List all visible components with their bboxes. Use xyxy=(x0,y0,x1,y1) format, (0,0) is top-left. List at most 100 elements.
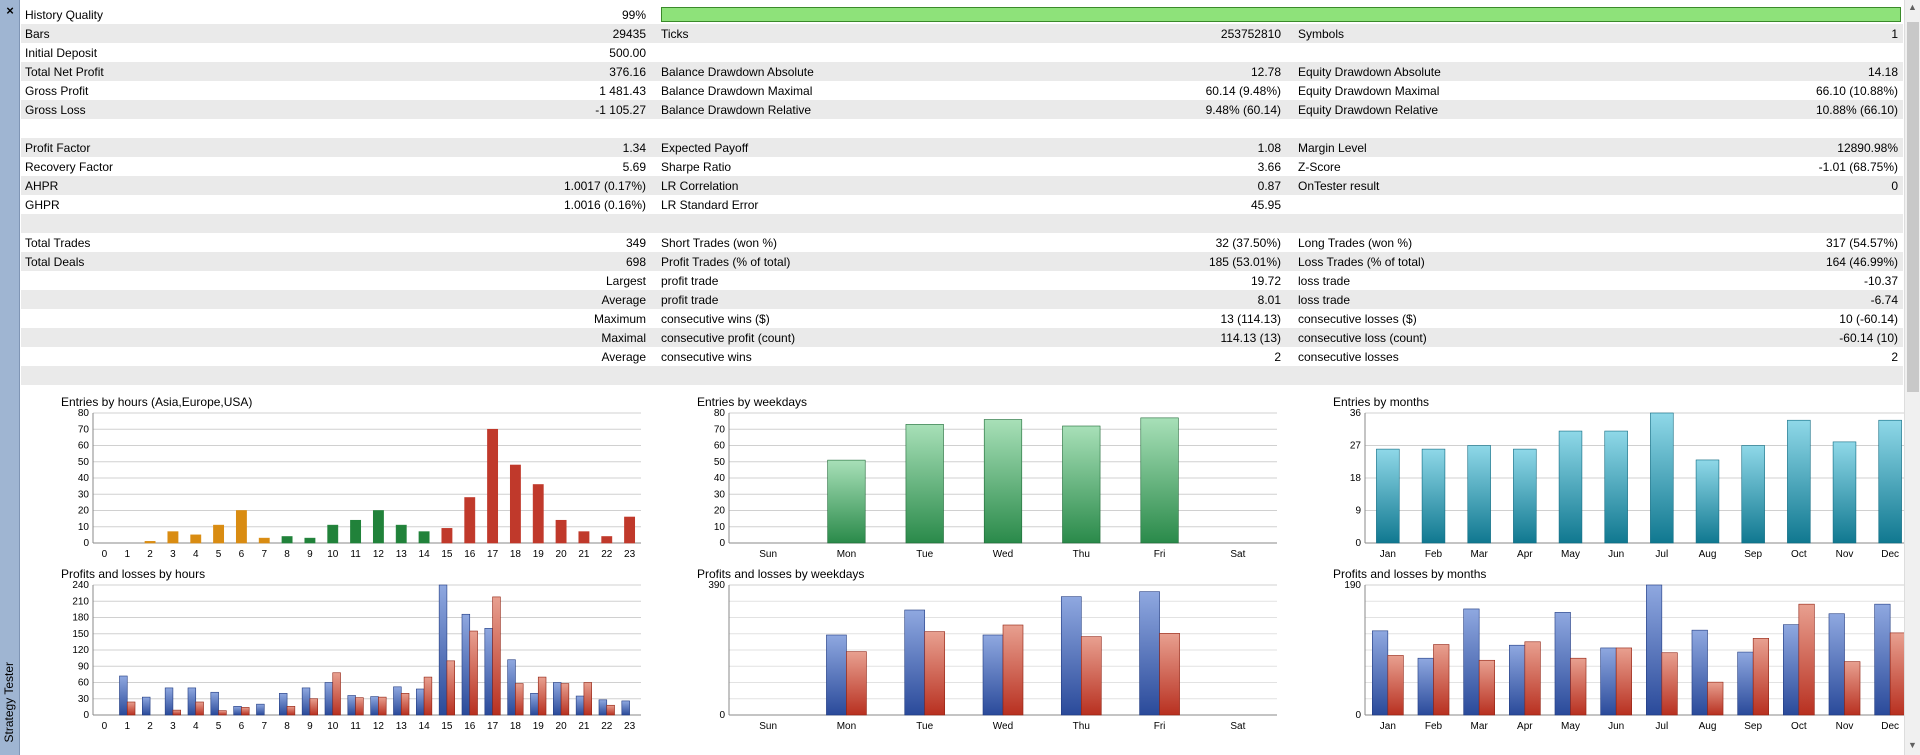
stat-label: Expected Payoff xyxy=(661,141,749,155)
x-tick-label: Nov xyxy=(1836,721,1854,732)
y-tick-label: 30 xyxy=(78,489,90,500)
y-tick-label: 90 xyxy=(78,661,90,672)
scroll-up-icon[interactable]: ▲ xyxy=(1908,2,1917,12)
bar-profit xyxy=(1828,613,1845,716)
x-tick-label: Mar xyxy=(1471,721,1489,732)
stat-value: 114.13 (13) xyxy=(1220,331,1282,345)
x-tick-label: Jun xyxy=(1608,549,1624,560)
stat-label: Z-Score xyxy=(1298,160,1341,174)
x-tick-label: Tue xyxy=(916,549,933,560)
stat-value: 13 (114.13) xyxy=(1220,312,1282,326)
y-tick-label: 30 xyxy=(714,489,726,500)
x-tick-label: Sun xyxy=(759,721,777,732)
bar xyxy=(578,531,590,544)
stat-value: -1 105.27 xyxy=(595,103,646,117)
bar-profit xyxy=(393,686,402,716)
history-quality-bar xyxy=(661,7,1901,22)
bar xyxy=(1650,412,1674,544)
stat-label: Loss Trades (% of total) xyxy=(1298,255,1425,269)
stats-row: Total Deals 698 Profit Trades (% of total)… xyxy=(21,252,1903,271)
stat-value: 0.87 xyxy=(1257,179,1281,193)
bar xyxy=(601,536,613,544)
x-tick-label: 11 xyxy=(350,549,361,560)
scroll-thumb[interactable] xyxy=(1907,22,1919,392)
stat-value: 5.69 xyxy=(622,160,646,174)
stat-label: OnTester result xyxy=(1298,179,1380,193)
stat-value: 45.95 xyxy=(1250,198,1281,212)
y-tick-label: 9 xyxy=(1355,506,1361,517)
stat-value: -10.37 xyxy=(1863,274,1898,288)
stat-value: 99% xyxy=(621,8,646,22)
bar-profit xyxy=(461,613,471,716)
y-tick-label: 0 xyxy=(83,710,89,721)
bar xyxy=(1062,425,1101,544)
stat-label: Sharpe Ratio xyxy=(661,160,732,174)
y-tick-label: 40 xyxy=(714,473,726,484)
x-tick-label: 10 xyxy=(327,721,339,732)
x-tick-label: 23 xyxy=(624,549,636,560)
bar-loss xyxy=(218,710,227,716)
bar-loss xyxy=(378,696,387,716)
stat-value: 317 (54.57%) xyxy=(1825,236,1898,250)
bar-loss xyxy=(1524,641,1541,716)
bar-profit xyxy=(301,687,311,716)
x-tick-label: Jun xyxy=(1608,721,1624,732)
y-tick-label: 240 xyxy=(72,580,89,591)
y-tick-label: 210 xyxy=(72,596,89,607)
x-tick-label: 11 xyxy=(350,721,361,732)
stat-label: Initial Deposit xyxy=(25,46,98,60)
x-tick-label: Oct xyxy=(1791,721,1807,732)
bar-loss xyxy=(924,631,946,716)
x-tick-label: 14 xyxy=(419,549,431,560)
stat-value: 29435 xyxy=(612,27,646,41)
stat-value: 10 (-60.14) xyxy=(1839,312,1898,326)
bar-profit xyxy=(438,584,448,716)
bar xyxy=(1558,430,1583,544)
bar xyxy=(1832,441,1857,544)
stats-row: consecutive wins 2 consecutive losses 2 Aver… xyxy=(21,347,1903,366)
bar-loss xyxy=(846,651,867,716)
x-tick-label: 7 xyxy=(261,721,267,732)
bar-loss xyxy=(1752,638,1769,716)
bar-loss xyxy=(172,709,181,716)
bar-loss xyxy=(241,707,250,716)
y-tick-label: 0 xyxy=(1355,538,1361,549)
bar-loss xyxy=(1002,624,1024,716)
stat-value: 66.10 (10.88%) xyxy=(1815,84,1898,98)
stats-row: GHPR 1.0016 (0.16%) LR Standard Error 45.95 xyxy=(21,195,1903,214)
stat-label: Ticks xyxy=(661,27,689,41)
stat-value: 9.48% (60.14) xyxy=(1205,103,1281,117)
y-tick-label: 50 xyxy=(78,457,90,468)
bar-profit xyxy=(416,688,425,716)
bar xyxy=(258,537,270,544)
stat-label: Balance Drawdown Relative xyxy=(661,103,812,117)
close-icon[interactable]: × xyxy=(6,3,14,18)
stats-row: profit trade 19.72 loss trade -10.37 Largest xyxy=(21,271,1903,290)
y-tick-label: 18 xyxy=(1350,473,1362,484)
x-tick-label: 22 xyxy=(601,549,613,560)
bar-loss xyxy=(469,630,478,716)
scroll-down-icon[interactable]: ▼ xyxy=(1908,740,1917,750)
x-tick-label: Sep xyxy=(1744,721,1762,732)
bar-profit xyxy=(621,700,630,716)
x-tick-label: 16 xyxy=(464,549,476,560)
bar-loss xyxy=(332,672,341,716)
bar-profit xyxy=(1554,612,1571,716)
bar xyxy=(464,497,476,544)
vertical-scrollbar[interactable]: ▲ ▼ xyxy=(1904,0,1920,755)
bar-profit xyxy=(1060,596,1082,716)
chart-title: Profits and losses by weekdays xyxy=(697,567,865,581)
bar-profit xyxy=(1372,630,1389,716)
x-tick-label: 22 xyxy=(601,721,613,732)
stat-group-label: Average xyxy=(601,293,646,307)
x-tick-label: 23 xyxy=(624,721,636,732)
bar-loss xyxy=(355,697,364,716)
bar-profit xyxy=(256,703,265,716)
x-tick-label: 0 xyxy=(102,549,108,560)
stat-value: 12.78 xyxy=(1250,65,1281,79)
stats-row: Total Trades 349 Short Trades (won %) 32 (3… xyxy=(21,233,1903,252)
bar-loss xyxy=(1615,647,1632,716)
month-pl-chart: Profits and losses by months 0 190 Jan Feb Ma… xyxy=(1333,567,1920,737)
stat-label: profit trade xyxy=(661,293,719,307)
x-tick-label: 0 xyxy=(102,721,108,732)
